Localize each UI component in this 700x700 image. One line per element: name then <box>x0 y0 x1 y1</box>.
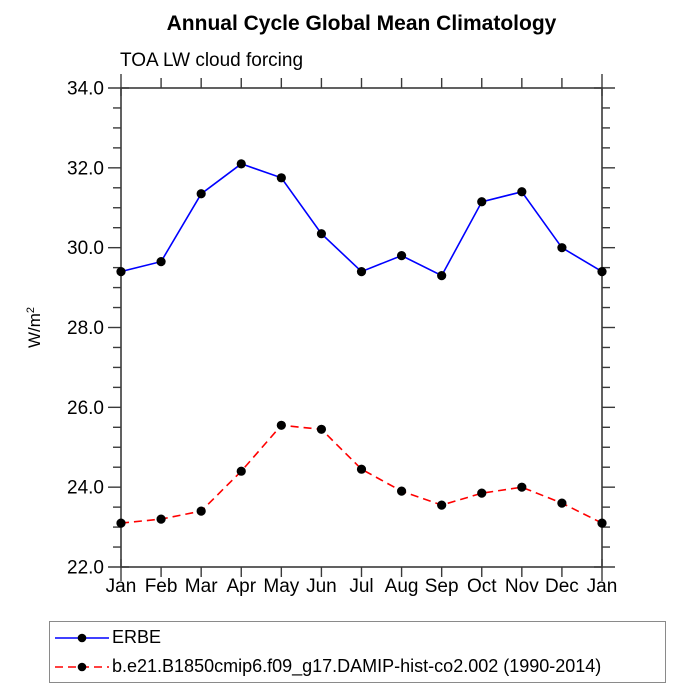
x-tick-label: Jan <box>587 576 618 597</box>
x-tick-label: Feb <box>145 576 178 597</box>
data-point-marker <box>156 514 166 524</box>
x-tick-label: Sep <box>425 576 459 597</box>
data-point-marker <box>276 420 286 430</box>
data-point-marker <box>597 267 607 277</box>
legend-entry: b.e21.B1850cmip6.f09_g17.DAMIP-hist-co2.… <box>53 652 665 681</box>
series-line-0 <box>120 162 603 277</box>
data-point-marker <box>517 187 527 197</box>
legend-entry: ERBE <box>53 623 665 652</box>
x-tick-label: Dec <box>545 576 579 597</box>
data-point-marker <box>156 257 166 267</box>
axis-ticks <box>108 74 615 581</box>
y-tick-label: 22.0 <box>67 558 104 579</box>
y-tick-label: 32.0 <box>67 158 104 179</box>
x-tick-label: Apr <box>226 576 256 597</box>
data-point-marker <box>477 488 487 498</box>
data-point-marker <box>356 464 367 474</box>
data-point-marker <box>437 500 447 510</box>
data-point-marker <box>517 482 527 492</box>
chart-subtitle: TOA LW cloud forcing <box>120 50 304 71</box>
plot-frame <box>120 87 603 568</box>
y-tick-label: 30.0 <box>67 238 104 259</box>
x-tick-label: May <box>263 576 299 597</box>
y-tick-label: 24.0 <box>67 478 104 499</box>
series-line-1 <box>120 424 603 524</box>
legend-label: ERBE <box>112 627 162 647</box>
data-point-marker <box>557 243 567 253</box>
data-point-marker <box>597 518 607 528</box>
data-point-marker <box>316 229 327 239</box>
x-tick-label: Oct <box>467 576 497 597</box>
x-tick-label: Jan <box>106 576 137 597</box>
legend-marker <box>77 662 87 671</box>
legend-line-sample <box>55 633 109 642</box>
data-point-marker <box>116 267 126 277</box>
data-point-marker <box>196 506 206 516</box>
data-point-marker <box>557 498 567 508</box>
data-point-marker <box>396 251 407 261</box>
legend-line-sample <box>55 662 109 671</box>
y-tick-label: 26.0 <box>67 398 104 419</box>
data-point-marker <box>196 189 206 199</box>
y-tick-label: 34.0 <box>67 79 104 100</box>
x-tick-label: Nov <box>505 576 539 597</box>
y-axis-title: W/m2 <box>25 307 44 348</box>
x-tick-label: Jun <box>306 576 337 597</box>
x-tick-label: Mar <box>185 576 218 597</box>
data-point-marker <box>236 466 246 476</box>
x-tick-label: Aug <box>385 576 419 597</box>
data-point-marker <box>356 267 367 277</box>
data-point-marker <box>316 424 327 434</box>
data-point-marker <box>276 173 286 183</box>
data-point-marker <box>437 271 447 281</box>
data-point-marker <box>116 518 126 528</box>
data-point-marker <box>396 486 407 496</box>
data-point-marker <box>477 197 487 207</box>
legend-label: b.e21.B1850cmip6.f09_g17.DAMIP-hist-co2.… <box>112 656 602 676</box>
y-tick-label: 28.0 <box>67 318 104 339</box>
x-tick-label: Jul <box>349 576 373 597</box>
data-point-marker <box>236 159 246 169</box>
chart-title: Annual Cycle Global Mean Climatology <box>166 12 557 35</box>
legend-marker <box>77 633 87 642</box>
legend: ERBE b.e21.B1850cmip6.f09_g17.DAMIP-hist-… <box>49 621 666 683</box>
